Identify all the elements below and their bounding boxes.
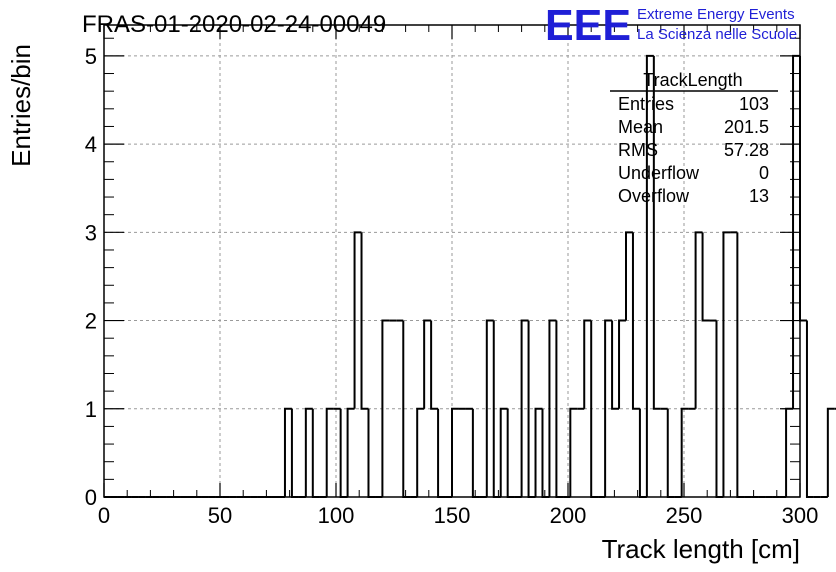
histogram-bin xyxy=(645,54,654,497)
x-tick-labels: 0 50 100 150 200 250 300 xyxy=(98,503,818,528)
histogram-bin xyxy=(283,407,292,497)
eee-logo: EEE Extreme Energy Events La Scienza nel… xyxy=(545,1,797,50)
histogram-bin xyxy=(416,407,425,497)
y-axis-title: Entries/bin xyxy=(6,44,36,167)
stats-box-name: TrackLength xyxy=(643,70,742,90)
histogram-bin xyxy=(534,407,543,497)
histogram-bin xyxy=(638,408,647,498)
x-tick-label: 0 xyxy=(98,503,110,528)
logo-line1: Extreme Energy Events xyxy=(637,6,795,23)
histogram-bin xyxy=(520,319,529,497)
stats-row-label: Mean xyxy=(618,117,663,137)
y-tick-labels: 0 1 2 3 4 5 xyxy=(85,44,97,510)
stats-row-label: Entries xyxy=(618,94,674,114)
histogram-bin xyxy=(499,407,508,497)
histogram-bin xyxy=(304,407,313,497)
x-tick-label: 300 xyxy=(782,503,819,528)
y-tick-label: 0 xyxy=(85,485,97,510)
histogram-bin xyxy=(569,407,578,497)
histogram-bin xyxy=(826,407,835,497)
stats-row-label: Overflow xyxy=(618,186,690,206)
histogram-bin xyxy=(694,231,703,409)
y-tick-label: 5 xyxy=(85,44,97,69)
histogram-bin xyxy=(325,407,334,497)
histogram-bin xyxy=(805,320,814,498)
x-tick-label: 200 xyxy=(550,503,587,528)
histogram-bin xyxy=(451,407,459,497)
histogram-bin xyxy=(430,320,439,410)
stats-row-label: RMS xyxy=(618,140,658,160)
logo-letters: EEE xyxy=(545,1,631,50)
y-tick-label: 3 xyxy=(85,220,97,245)
histogram-bin xyxy=(666,408,675,498)
histogram-bin xyxy=(736,232,745,498)
histogram-bin xyxy=(360,232,369,410)
histogram-bin xyxy=(367,408,376,498)
histogram-bin xyxy=(311,408,320,498)
x-tick-label: 50 xyxy=(208,503,232,528)
grid-lines xyxy=(104,25,800,497)
histogram-bin xyxy=(485,319,494,497)
histogram-bin xyxy=(618,319,626,409)
axis-ticks xyxy=(103,25,801,498)
y-tick-label: 2 xyxy=(85,309,97,334)
x-tick-label: 100 xyxy=(318,503,355,528)
histogram-bin xyxy=(423,319,432,409)
stats-row-value: 201.5 xyxy=(724,117,769,137)
x-tick-label: 150 xyxy=(434,503,471,528)
histogram-bin xyxy=(353,231,362,409)
histogram-bin xyxy=(652,55,661,410)
histogram-bin xyxy=(722,231,731,497)
histogram-bin xyxy=(339,408,348,498)
histogram-bin xyxy=(346,407,355,497)
stats-row-value: 13 xyxy=(749,186,769,206)
histogram-bin xyxy=(611,320,620,410)
histogram-bin xyxy=(583,319,592,409)
histogram-bin xyxy=(437,408,446,498)
logo-line2: La Scienza nelle Scuole xyxy=(637,26,797,43)
stats-row-label: Underflow xyxy=(618,163,700,183)
chart-title: FRAS-01-2020-02-24-00049 xyxy=(82,11,386,38)
x-axis-title: Track length [cm] xyxy=(602,534,800,564)
y-tick-label: 4 xyxy=(85,132,97,157)
histogram-bin xyxy=(381,319,390,497)
histogram-bin xyxy=(625,231,633,321)
histogram-bin xyxy=(471,408,480,498)
histogram-bin xyxy=(290,408,299,498)
histogram-bin xyxy=(631,232,640,410)
x-tick-label: 250 xyxy=(666,503,703,528)
stats-row-value: 0 xyxy=(759,163,769,183)
histogram-bin xyxy=(680,407,689,497)
histogram-bin xyxy=(604,319,613,497)
stats-rows: Entries 103 Mean 201.5 RMS 57.28 Underflow 0 Ove… xyxy=(618,94,769,206)
histogram-bin xyxy=(799,55,807,322)
histogram-bin xyxy=(785,407,794,497)
histogram-bin xyxy=(548,319,557,497)
y-tick-label: 1 xyxy=(85,397,97,422)
histogram-bin xyxy=(506,408,515,498)
stats-row-value: 103 xyxy=(739,94,769,114)
histogram-bin xyxy=(541,408,550,498)
histogram-bin xyxy=(701,232,710,322)
stats-box: TrackLength Entries 103 Mean 201.5 RMS 57.28 U… xyxy=(610,70,778,206)
stats-row-value: 57.28 xyxy=(724,140,769,160)
